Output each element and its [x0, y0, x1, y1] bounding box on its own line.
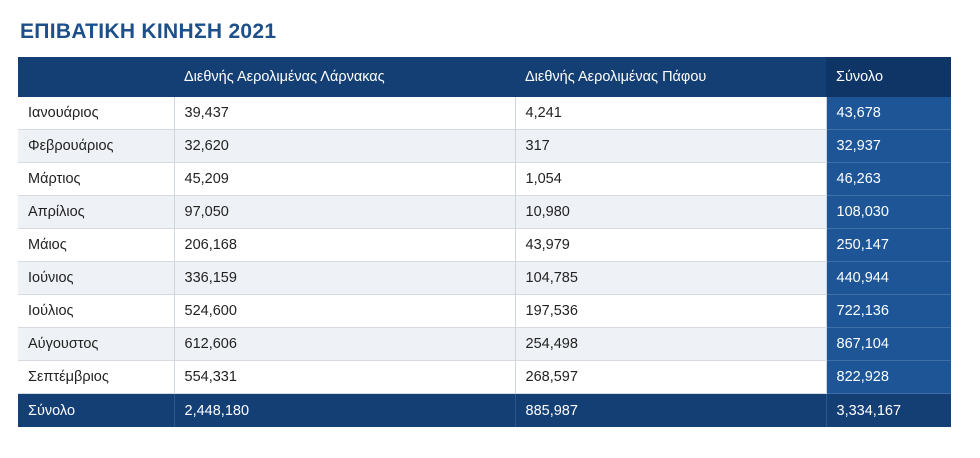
table-row: Αύγουστος 612,606 254,498 867,104 [18, 327, 951, 361]
larnaca-cell: 554,331 [174, 360, 516, 394]
table-row: Μάιος 206,168 43,979 250,147 [18, 228, 951, 262]
total-cell: 440,944 [826, 261, 951, 295]
paphos-cell: 254,498 [515, 327, 827, 361]
month-cell: Αύγουστος [18, 327, 175, 361]
table-row: Απρίλιος 97,050 10,980 108,030 [18, 195, 951, 229]
larnaca-cell: 97,050 [174, 195, 516, 229]
total-cell: 32,937 [826, 129, 951, 163]
passenger-traffic-table: Διεθνής Αερολιμένας Λάρνακας Διεθνής Αερ… [18, 57, 951, 427]
footer-paphos-total: 885,987 [515, 393, 827, 427]
month-cell: Μάιος [18, 228, 175, 262]
header-paphos: Διεθνής Αερολιμένας Πάφου [515, 57, 826, 97]
larnaca-cell: 39,437 [174, 97, 516, 130]
total-cell: 867,104 [826, 327, 951, 361]
total-cell: 250,147 [826, 228, 951, 262]
month-cell: Ιούνιος [18, 261, 175, 295]
footer-label: Σύνολο [18, 393, 175, 427]
larnaca-cell: 336,159 [174, 261, 516, 295]
footer-larnaca-total: 2,448,180 [174, 393, 516, 427]
table-header-row: Διεθνής Αερολιμένας Λάρνακας Διεθνής Αερ… [18, 57, 951, 97]
header-total: Σύνολο [826, 57, 951, 97]
page-title: ΕΠΙΒΑΤΙΚΗ ΚΙΝΗΣΗ 2021 [20, 20, 277, 43]
month-cell: Μάρτιος [18, 162, 175, 196]
header-larnaca: Διεθνής Αερολιμένας Λάρνακας [174, 57, 515, 97]
table-row: Ιανουάριος 39,437 4,241 43,678 [18, 97, 951, 130]
month-cell: Απρίλιος [18, 195, 175, 229]
table-row: Σεπτέμβριος 554,331 268,597 822,928 [18, 360, 951, 394]
header-month [18, 57, 174, 97]
paphos-cell: 104,785 [515, 261, 827, 295]
total-cell: 822,928 [826, 360, 951, 394]
footer-grand-total: 3,334,167 [826, 393, 951, 427]
table-row: Ιούνιος 336,159 104,785 440,944 [18, 261, 951, 295]
month-cell: Ιανουάριος [18, 97, 175, 130]
paphos-cell: 1,054 [515, 162, 827, 196]
total-cell: 108,030 [826, 195, 951, 229]
table-footer-row: Σύνολο 2,448,180 885,987 3,334,167 [18, 393, 951, 427]
month-cell: Ιούλιος [18, 294, 175, 328]
table-row: Ιούλιος 524,600 197,536 722,136 [18, 294, 951, 328]
total-cell: 43,678 [826, 97, 951, 130]
larnaca-cell: 32,620 [174, 129, 516, 163]
paphos-cell: 43,979 [515, 228, 827, 262]
paphos-cell: 4,241 [515, 97, 827, 130]
paphos-cell: 10,980 [515, 195, 827, 229]
larnaca-cell: 45,209 [174, 162, 516, 196]
total-cell: 46,263 [826, 162, 951, 196]
larnaca-cell: 206,168 [174, 228, 516, 262]
paphos-cell: 317 [515, 129, 827, 163]
paphos-cell: 197,536 [515, 294, 827, 328]
month-cell: Σεπτέμβριος [18, 360, 175, 394]
larnaca-cell: 524,600 [174, 294, 516, 328]
table-row: Φεβρουάριος 32,620 317 32,937 [18, 129, 951, 163]
larnaca-cell: 612,606 [174, 327, 516, 361]
table-row: Μάρτιος 45,209 1,054 46,263 [18, 162, 951, 196]
total-cell: 722,136 [826, 294, 951, 328]
month-cell: Φεβρουάριος [18, 129, 175, 163]
paphos-cell: 268,597 [515, 360, 827, 394]
